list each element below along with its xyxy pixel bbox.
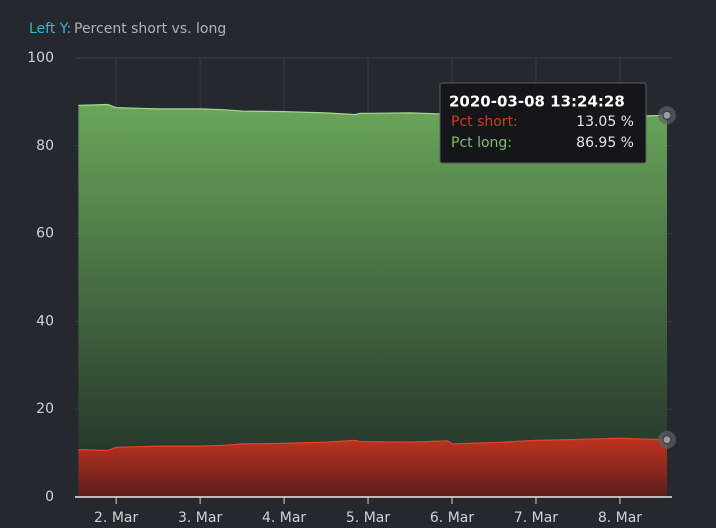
- y-tick-label: 80: [36, 138, 54, 154]
- hover-point: [662, 110, 672, 120]
- area: [78, 438, 667, 497]
- line: [78, 437, 668, 452]
- tooltip-box: [439, 82, 647, 164]
- tooltip-value: 13.05 %: [576, 114, 634, 130]
- area: [78, 104, 667, 497]
- tooltip: 2020-03-08 13:24:28 Pct short: 13.05 % P…: [439, 82, 647, 164]
- tooltip-value: 86.95 %: [576, 135, 634, 151]
- x-tick-label: 8. Mar: [598, 510, 642, 526]
- tooltip-title: 2020-03-08 13:24:28: [449, 93, 625, 111]
- y-tick-label: 100: [27, 50, 54, 66]
- x-tick-label: 4. Mar: [262, 510, 306, 526]
- x-tick-label: 3. Mar: [178, 510, 222, 526]
- y-tick-label: 0: [45, 489, 54, 505]
- x-tick-label: 5. Mar: [346, 510, 390, 526]
- tooltip-label: Pct long:: [451, 135, 512, 151]
- axis-prefix: Left Y:: [29, 21, 71, 37]
- x-tick-label: 6. Mar: [430, 510, 474, 526]
- y-tick-label: 60: [36, 226, 54, 242]
- tooltip-label: Pct short:: [451, 114, 518, 130]
- y-axis-title: Percent short vs. long: [74, 21, 226, 37]
- y-tick-label: 40: [36, 313, 54, 329]
- x-tick-label: 2. Mar: [94, 510, 138, 526]
- x-tick-label: 7. Mar: [514, 510, 558, 526]
- y-tick-label: 20: [36, 401, 54, 417]
- hover-point: [662, 435, 672, 445]
